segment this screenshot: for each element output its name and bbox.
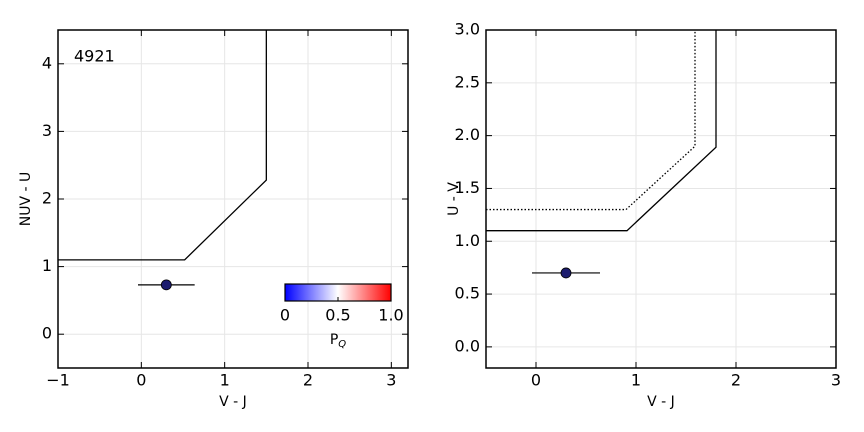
x-tick-label: 3 [831, 371, 841, 390]
x-tick-label: −1 [46, 371, 70, 390]
x-axis-label: V - J [219, 394, 247, 410]
boundary-line [486, 30, 717, 232]
y-axis-label: NUV - U [18, 172, 34, 227]
annotation: 4921 [74, 47, 115, 66]
x-axis-label: V - J [647, 394, 675, 410]
data-point [560, 267, 572, 279]
y-tick-label: 0.5 [455, 284, 480, 303]
y-tick-label: 2.5 [455, 72, 480, 91]
y-tick-label: 4 [42, 53, 52, 72]
colorbar-tick-label: 0.5 [325, 306, 350, 325]
x-tick-label: 0 [136, 371, 146, 390]
plot-frame [485, 29, 837, 369]
y-tick-label: 1.5 [455, 178, 480, 197]
plot-frame [57, 29, 409, 369]
x-tick-label: 0 [531, 371, 541, 390]
colorbar-label-sub: Q [338, 339, 346, 350]
boundary-line [58, 30, 267, 261]
y-tick-label: 1 [42, 256, 52, 275]
x-tick-label: 3 [386, 371, 396, 390]
x-tick-label: 1 [220, 371, 230, 390]
y-tick-label: 0.0 [455, 336, 480, 355]
colorbar-tick-label: 0 [280, 306, 290, 325]
y-tick-label: 3.0 [455, 20, 480, 39]
data-point [160, 279, 172, 291]
y-tick-label: 2.0 [455, 125, 480, 144]
x-tick-label: 1 [631, 371, 641, 390]
colorbar-tick-label: 1.0 [378, 306, 403, 325]
x-tick-label: 2 [731, 371, 741, 390]
boundary-line [486, 30, 696, 211]
y-tick-label: 2 [42, 189, 52, 208]
y-tick-label: 0 [42, 324, 52, 343]
colorbar-label-main: P [330, 332, 338, 348]
y-tick-label: 1.0 [455, 231, 480, 250]
y-axis-label: U - V [446, 182, 462, 216]
y-tick-label: 3 [42, 121, 52, 140]
colorbar-label: PQ [330, 332, 346, 350]
x-tick-label: 2 [303, 371, 313, 390]
